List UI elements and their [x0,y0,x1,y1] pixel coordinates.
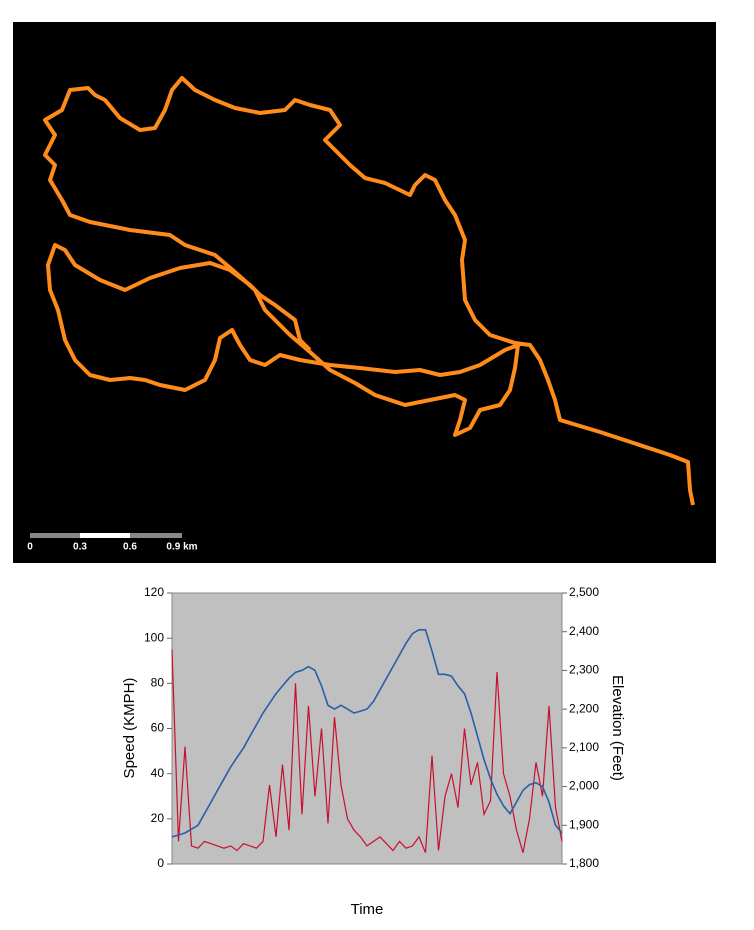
y2-tick-label: 2,300 [569,663,599,677]
series-line [171,629,563,838]
y2-tick-label: 2,000 [569,779,599,793]
scale-label: 0 [27,542,33,553]
plot-area [171,592,563,865]
y2-tick-label: 2,400 [569,624,599,638]
scale-bar [130,533,182,538]
scale-bar [30,533,80,538]
y-axis-title: Speed (KMPH) [121,678,138,779]
y-tick-label: 40 [151,766,165,780]
y-tick-label: 20 [151,811,165,825]
scale-label: 0.9 km [166,542,197,553]
y2-tick-label: 1,800 [569,856,599,870]
y2-axis-title: Elevation (Feet) [609,675,626,781]
y-tick-label: 0 [157,856,164,870]
scale-label: 0.6 [123,542,137,553]
y-tick-label: 60 [151,721,165,735]
y-tick-label: 120 [144,585,164,599]
scale-label: 0.3 [73,542,87,553]
chart: 0 20 40 60 80 100 120 1,800 1,900 2,000 2,100 2,200… [144,585,599,870]
x-axis-title: Time [351,901,384,918]
y2-tick-label: 2,500 [569,585,599,599]
route [43,76,695,506]
scale-bar [80,533,130,538]
y-tick-label: 100 [144,630,164,644]
series-line [171,649,563,853]
y-tick-label: 80 [151,676,165,690]
y2-tick-label: 1,900 [569,817,599,831]
y2-tick-label: 2,100 [569,740,599,754]
map [13,22,716,563]
y2-tick-label: 2,200 [569,701,599,715]
